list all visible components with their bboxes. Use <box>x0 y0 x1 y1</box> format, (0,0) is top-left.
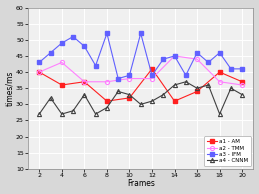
a3 - IFM <box>218 52 221 54</box>
a2 - TMM <box>173 55 176 57</box>
a4 - CNNM <box>207 84 210 86</box>
Line: a1 - AM: a1 - AM <box>38 67 244 103</box>
a2 - TMM <box>60 61 63 64</box>
a4 - CNNM <box>128 94 131 96</box>
a4 - CNNM <box>241 94 244 96</box>
a1 - AM <box>196 90 199 93</box>
a1 - AM <box>241 81 244 83</box>
a4 - CNNM <box>173 84 176 86</box>
a2 - TMM <box>241 84 244 86</box>
a3 - IFM <box>184 74 187 76</box>
a1 - AM <box>105 100 109 102</box>
a4 - CNNM <box>184 81 187 83</box>
a2 - TMM <box>38 71 41 73</box>
a4 - CNNM <box>150 100 154 102</box>
a1 - AM <box>38 71 41 73</box>
a3 - IFM <box>229 68 233 70</box>
Line: a2 - TMM: a2 - TMM <box>37 54 244 87</box>
a3 - IFM <box>71 36 75 38</box>
a2 - TMM <box>218 81 221 83</box>
a3 - IFM <box>128 74 131 76</box>
a3 - IFM <box>196 52 199 54</box>
a3 - IFM <box>207 61 210 64</box>
a2 - TMM <box>196 58 199 60</box>
a4 - CNNM <box>49 97 52 99</box>
a4 - CNNM <box>162 94 165 96</box>
a2 - TMM <box>105 81 109 83</box>
a4 - CNNM <box>139 103 142 106</box>
a3 - IFM <box>162 58 165 60</box>
a3 - IFM <box>241 68 244 70</box>
Y-axis label: times/ms: times/ms <box>5 71 15 106</box>
a3 - IFM <box>139 32 142 35</box>
a4 - CNNM <box>229 87 233 89</box>
a4 - CNNM <box>71 110 75 112</box>
a3 - IFM <box>150 74 154 76</box>
X-axis label: Frames: Frames <box>127 179 155 188</box>
a2 - TMM <box>83 81 86 83</box>
a3 - IFM <box>105 32 109 35</box>
a1 - AM <box>128 97 131 99</box>
a4 - CNNM <box>105 107 109 109</box>
a1 - AM <box>150 68 154 70</box>
a4 - CNNM <box>117 90 120 93</box>
a3 - IFM <box>94 64 97 67</box>
a1 - AM <box>173 100 176 102</box>
a2 - TMM <box>128 77 131 80</box>
a4 - CNNM <box>94 113 97 115</box>
a3 - IFM <box>49 52 52 54</box>
Line: a3 - IFM: a3 - IFM <box>38 32 244 80</box>
a3 - IFM <box>83 45 86 48</box>
a4 - CNNM <box>83 94 86 96</box>
a1 - AM <box>60 84 63 86</box>
a4 - CNNM <box>196 87 199 89</box>
a4 - CNNM <box>218 113 221 115</box>
a3 - IFM <box>38 61 41 64</box>
a3 - IFM <box>173 55 176 57</box>
Legend: a1 - AM, a2 - TMM, a3 - IFM, a4 - CNNM: a1 - AM, a2 - TMM, a3 - IFM, a4 - CNNM <box>204 136 251 166</box>
a1 - AM <box>83 81 86 83</box>
a1 - AM <box>218 71 221 73</box>
Line: a4 - CNNM: a4 - CNNM <box>37 80 244 116</box>
a4 - CNNM <box>38 113 41 115</box>
a2 - TMM <box>150 77 154 80</box>
a3 - IFM <box>60 42 63 44</box>
a4 - CNNM <box>60 113 63 115</box>
a3 - IFM <box>117 77 120 80</box>
